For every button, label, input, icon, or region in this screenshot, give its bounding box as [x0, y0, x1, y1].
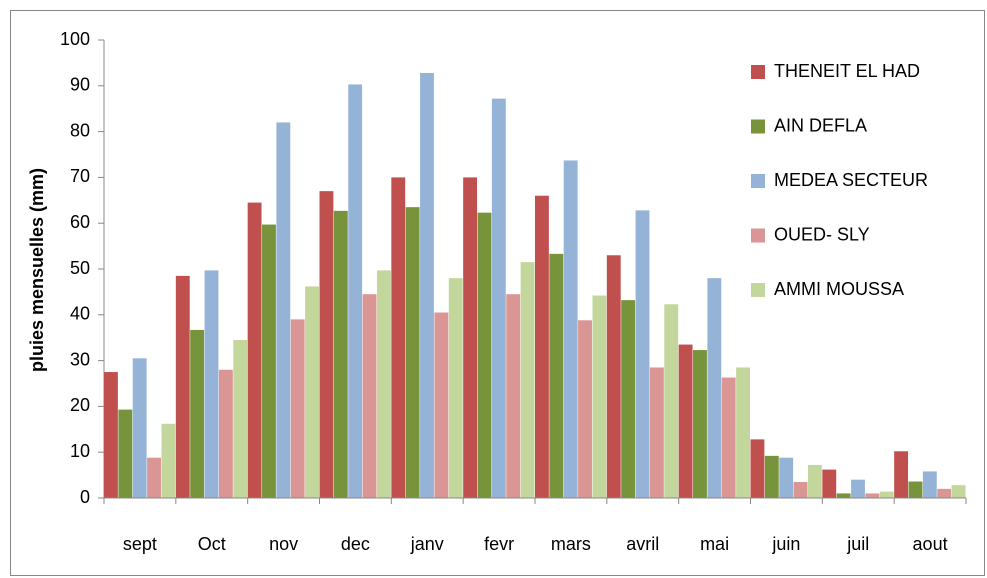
bar	[635, 210, 650, 498]
x-tick-label: fevr	[484, 534, 514, 554]
bar	[822, 469, 837, 498]
bar	[836, 493, 851, 498]
bar	[118, 409, 133, 498]
bar	[736, 367, 750, 498]
bar	[434, 312, 449, 498]
bar	[175, 275, 190, 498]
bar	[520, 262, 535, 498]
bar	[262, 224, 276, 498]
bar	[937, 488, 952, 498]
bar	[807, 465, 822, 498]
bar	[161, 423, 176, 498]
legend-swatch	[751, 228, 765, 243]
bar	[233, 339, 248, 498]
legend-label: MEDEA SECTEUR	[774, 170, 928, 190]
bar	[621, 300, 636, 498]
bar	[851, 479, 865, 498]
bar	[132, 358, 147, 498]
y-tick-label: 10	[70, 441, 90, 461]
bar	[362, 294, 377, 498]
x-tick-label: avril	[626, 534, 659, 554]
y-tick-label: 80	[70, 120, 90, 140]
y-tick-label: 60	[70, 212, 90, 232]
bar	[908, 481, 923, 498]
x-tick-label: juil	[846, 534, 869, 554]
bar	[147, 457, 161, 498]
bar	[678, 344, 693, 498]
bar	[477, 212, 492, 498]
y-tick-label: 40	[70, 304, 90, 324]
y-tick-label: 70	[70, 166, 90, 186]
y-tick-label: 0	[80, 487, 90, 507]
x-tick-label: nov	[269, 534, 298, 554]
bar	[247, 202, 262, 498]
bar	[879, 491, 894, 498]
bar	[649, 367, 664, 498]
bar	[865, 493, 880, 498]
bar	[463, 177, 478, 498]
bar	[190, 329, 205, 498]
bar	[290, 319, 305, 498]
legend-swatch	[751, 283, 765, 297]
bar	[218, 369, 233, 498]
bar	[348, 84, 363, 499]
legend-label: THENEIT EL HAD	[774, 61, 920, 81]
bar	[405, 207, 420, 499]
legend-label: AIN DEFLA	[774, 115, 867, 135]
bar	[276, 122, 291, 498]
bar	[491, 98, 506, 499]
x-tick-label: janv	[410, 534, 444, 554]
bar	[448, 278, 463, 498]
bar	[333, 210, 348, 499]
y-tick-label: 90	[70, 75, 90, 95]
bar	[549, 253, 564, 498]
bar	[721, 377, 736, 498]
bar	[420, 72, 434, 498]
bar	[305, 286, 319, 498]
bar	[592, 295, 607, 498]
bar	[750, 439, 765, 498]
legend-swatch	[751, 174, 765, 188]
bar	[376, 270, 391, 498]
x-tick-label: mars	[551, 534, 591, 554]
bar	[793, 481, 808, 498]
bar	[894, 451, 909, 498]
x-tick-label: sept	[123, 534, 157, 554]
legend-label: AMMI MOUSSA	[774, 279, 904, 299]
y-axis-label: pluies mensuelles (mm)	[27, 168, 47, 372]
bar	[506, 294, 521, 498]
legend-label: OUED- SLY	[774, 224, 870, 244]
bar	[764, 455, 779, 498]
bar	[204, 270, 219, 498]
x-tick-label: Oct	[198, 534, 226, 554]
bar	[951, 485, 966, 498]
bar	[693, 350, 707, 498]
y-tick-label: 50	[70, 258, 90, 278]
bar	[606, 255, 621, 498]
bar	[664, 304, 679, 498]
bar	[104, 372, 118, 498]
bar	[563, 160, 578, 499]
bar	[707, 278, 722, 498]
bar	[535, 195, 549, 498]
bar	[922, 471, 937, 498]
bar	[391, 177, 406, 498]
bar	[578, 320, 592, 498]
y-tick-label: 30	[70, 349, 90, 369]
y-tick-label: 20	[70, 395, 90, 415]
bar	[779, 457, 794, 498]
x-tick-label: aout	[913, 534, 948, 554]
x-tick-label: mai	[700, 534, 729, 554]
legend-swatch	[751, 65, 765, 79]
x-tick-label: juin	[771, 534, 800, 554]
y-tick-label: 100	[60, 29, 90, 49]
legend-swatch	[751, 119, 765, 134]
x-tick-label: dec	[341, 534, 370, 554]
bar	[319, 191, 334, 498]
